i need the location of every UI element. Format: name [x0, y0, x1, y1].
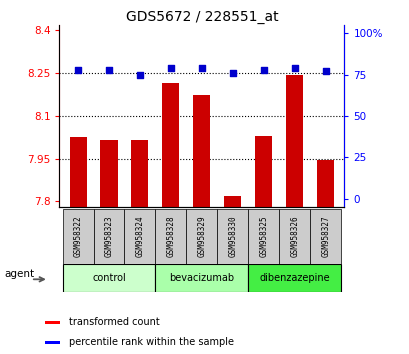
Bar	[63, 209, 93, 264]
Point	[136, 72, 143, 77]
Point	[229, 70, 236, 76]
Bar	[131, 140, 148, 207]
Point	[322, 68, 328, 74]
Bar	[155, 264, 248, 292]
Bar	[100, 140, 117, 207]
Text: dibenzazepine: dibenzazepine	[259, 273, 329, 283]
Point	[74, 67, 81, 72]
Bar	[45, 321, 60, 324]
Bar	[93, 209, 124, 264]
Bar	[310, 209, 340, 264]
Bar	[248, 209, 279, 264]
Text: GSM958329: GSM958329	[197, 216, 206, 257]
Bar	[255, 136, 272, 207]
Point	[198, 65, 204, 71]
Text: percentile rank within the sample: percentile rank within the sample	[69, 337, 234, 347]
Point	[260, 67, 267, 72]
Bar	[217, 209, 248, 264]
Text: GSM958323: GSM958323	[104, 216, 113, 257]
Text: GSM958322: GSM958322	[73, 216, 82, 257]
Bar	[155, 209, 186, 264]
Title: GDS5672 / 228551_at: GDS5672 / 228551_at	[125, 10, 278, 24]
Bar	[124, 209, 155, 264]
Bar	[285, 75, 303, 207]
Point	[106, 67, 112, 72]
Text: GSM958326: GSM958326	[290, 216, 299, 257]
Bar	[186, 209, 217, 264]
Point	[291, 65, 297, 71]
Point	[167, 65, 174, 71]
Bar	[70, 137, 86, 207]
Text: transformed count: transformed count	[69, 317, 160, 327]
Text: GSM958324: GSM958324	[135, 216, 144, 257]
Text: GSM958327: GSM958327	[321, 216, 330, 257]
Text: GSM958328: GSM958328	[166, 216, 175, 257]
Text: bevacizumab: bevacizumab	[169, 273, 234, 283]
Bar	[279, 209, 310, 264]
Bar	[45, 341, 60, 343]
Bar	[317, 160, 333, 207]
Text: agent: agent	[5, 269, 35, 280]
Text: GSM958325: GSM958325	[259, 216, 268, 257]
Bar	[63, 264, 155, 292]
Bar	[162, 83, 179, 207]
Bar	[193, 95, 210, 207]
Text: control: control	[92, 273, 126, 283]
Text: GSM958330: GSM958330	[228, 216, 237, 257]
Bar	[248, 264, 340, 292]
Bar	[224, 196, 241, 207]
